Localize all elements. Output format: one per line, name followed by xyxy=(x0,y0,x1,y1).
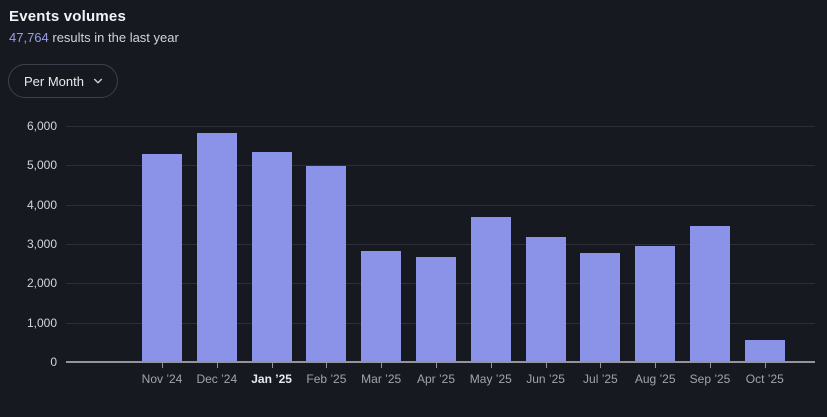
x-axis-label: Jul ’25 xyxy=(583,372,618,386)
page-title: Events volumes xyxy=(9,8,127,25)
axis-tick xyxy=(764,363,766,368)
gridline xyxy=(66,165,815,167)
chart-bar[interactable] xyxy=(416,256,456,361)
y-axis-label: 5,000 xyxy=(26,158,57,173)
y-axis-label: 4,000 xyxy=(26,197,57,212)
x-axis-label: Aug ’25 xyxy=(634,372,676,386)
chart-bar[interactable] xyxy=(251,151,292,361)
x-axis-label: Apr ’25 xyxy=(416,372,456,386)
x-axis-label: Mar ’25 xyxy=(361,372,402,386)
x-axis-line xyxy=(66,361,815,363)
chart-bar[interactable] xyxy=(306,166,347,361)
y-axis-label: 0 xyxy=(50,355,57,369)
axis-tick xyxy=(710,363,711,368)
x-axis-label: Nov ’24 xyxy=(141,372,183,386)
axis-tick xyxy=(490,363,492,368)
x-axis-label: May ’25 xyxy=(469,372,512,386)
chart-bar[interactable] xyxy=(635,246,676,361)
axis-tick xyxy=(600,363,602,368)
y-axis-label: 1,000 xyxy=(26,315,57,330)
x-axis-label: Dec ’24 xyxy=(196,372,238,386)
gridline xyxy=(66,244,815,245)
x-axis-label: Jun ’25 xyxy=(526,372,565,386)
axis-tick xyxy=(326,363,328,368)
chart-bar[interactable] xyxy=(361,251,402,361)
chart-bar[interactable] xyxy=(580,252,621,361)
chart-bar[interactable] xyxy=(142,154,182,361)
x-axis-label: Sep ’25 xyxy=(689,372,731,386)
axis-tick xyxy=(162,363,163,368)
x-axis-label: Jan ’25 xyxy=(251,372,292,386)
x-axis-label: Feb ’25 xyxy=(306,372,347,386)
chart-bar[interactable] xyxy=(690,225,730,361)
axis-tick xyxy=(436,363,437,368)
interval-dropdown[interactable]: Per Month xyxy=(8,64,118,98)
y-axis-label: 3,000 xyxy=(26,237,57,251)
results-summary: 47,764 results in the last year xyxy=(9,30,179,46)
interval-dropdown-label: Per Month xyxy=(24,73,84,89)
y-axis-label: 6,000 xyxy=(26,119,57,133)
y-axis-label: 2,000 xyxy=(26,276,57,291)
chart-bar[interactable] xyxy=(744,339,785,361)
results-count: 47,764 xyxy=(9,30,49,45)
axis-tick xyxy=(545,363,547,368)
chart-bar[interactable] xyxy=(196,132,237,361)
axis-tick xyxy=(381,363,383,368)
axis-tick xyxy=(216,363,218,368)
x-axis-label: Oct ’25 xyxy=(745,372,784,386)
gridline xyxy=(66,204,815,206)
chart-bar[interactable] xyxy=(525,237,566,361)
chevron-down-icon xyxy=(92,75,104,87)
gridline xyxy=(66,126,815,127)
axis-tick xyxy=(271,363,273,368)
axis-tick xyxy=(655,363,657,368)
chart-bar[interactable] xyxy=(470,217,511,361)
results-summary-text: results in the last year xyxy=(48,30,179,45)
